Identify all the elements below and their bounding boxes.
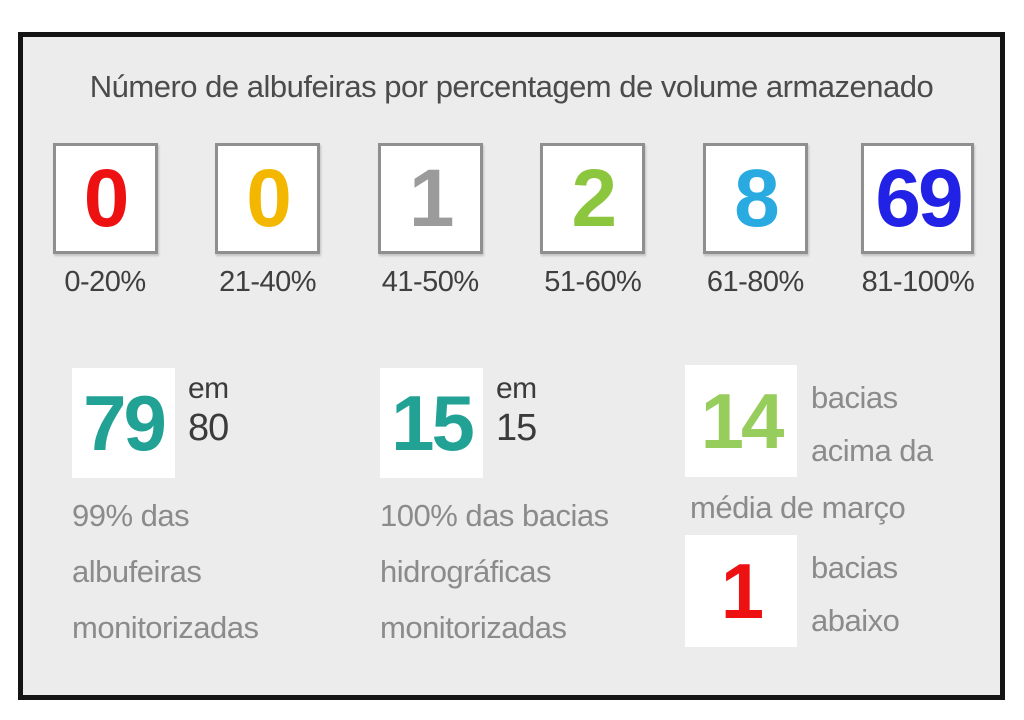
stat-basins: 15 em 15 100% das bacias hidrográficas m… <box>380 368 680 656</box>
volume-count-value: 0 <box>246 152 292 244</box>
volume-range-label: 81-100% <box>861 266 975 298</box>
volume-count-value: 1 <box>408 152 455 244</box>
basins-count-box: 15 <box>380 368 483 478</box>
basins-below-row: 1 bacias abaixo <box>685 535 985 647</box>
volume-range-label: 61-80% <box>706 266 804 298</box>
basins-below-count-box: 1 <box>685 535 797 647</box>
volume-count-value: 0 <box>83 152 130 244</box>
reservoirs-count-value: 79 <box>83 379 167 467</box>
basins-below-label: bacias abaixo <box>811 535 900 647</box>
comparison-reference-label: média de março <box>690 490 906 525</box>
basins-above-label: bacias acima da <box>811 365 933 477</box>
basins-caption: 100% das bacias hidrográficas monitoriza… <box>380 488 680 656</box>
basins-total: em 15 <box>496 368 537 478</box>
stat-basin-comparison: 14 bacias acima da média de março 1 baci… <box>685 365 985 647</box>
volume-count-box: 0 <box>215 143 321 254</box>
volume-box-group: 1 41-50% <box>370 143 490 299</box>
volume-range-label: 41-50% <box>381 266 479 298</box>
volume-box-group: 2 51-60% <box>533 143 653 299</box>
volume-count-box: 1 <box>377 143 483 254</box>
volume-count-box: 0 <box>52 143 158 254</box>
volume-range-label: 0-20% <box>64 266 146 298</box>
volume-boxes-row: 0 0-20% 0 21-40% 1 41-50% 2 51-60% 8 <box>45 143 978 299</box>
reservoirs-of-label: em <box>188 372 229 405</box>
basins-caption-line: hidrográficas <box>380 554 551 589</box>
basins-below-label-line: bacias <box>811 550 898 585</box>
basins-above-count-value: 14 <box>700 377 785 465</box>
reservoirs-caption-line: albufeiras <box>72 554 202 589</box>
reservoirs-total: em 80 <box>188 368 229 478</box>
reservoirs-count-box: 79 <box>72 368 175 478</box>
reservoirs-caption-line: monitorizadas <box>72 610 259 645</box>
basins-above-count-box: 14 <box>685 365 797 477</box>
reservoirs-total-value: 80 <box>188 407 229 449</box>
stat-reservoirs: 79 em 80 99% das albufeiras monitorizada… <box>72 368 372 656</box>
volume-range-label: 21-40% <box>219 266 317 298</box>
reservoirs-caption: 99% das albufeiras monitorizadas <box>72 488 372 656</box>
basins-caption-line: monitorizadas <box>380 610 567 645</box>
volume-count-box: 69 <box>861 143 975 254</box>
infographic-title: Número de albufeiras por percentagem de … <box>89 69 934 104</box>
volume-count-value: 69 <box>875 152 963 244</box>
infographic-panel: Número de albufeiras por percentagem de … <box>18 32 1005 700</box>
reservoirs-caption-line: 99% das <box>72 498 190 533</box>
volume-count-value: 2 <box>571 152 617 244</box>
volume-box-group: 0 21-40% <box>208 143 328 299</box>
basins-caption-line: 100% das bacias <box>380 498 609 533</box>
basins-above-label-line: acima da <box>811 433 933 468</box>
basins-count-value: 15 <box>391 379 475 467</box>
volume-count-value: 8 <box>734 152 780 244</box>
reservoirs-stat-top: 79 em 80 <box>72 368 372 478</box>
basins-above-label-line: bacias <box>811 380 898 415</box>
volume-count-box: 8 <box>702 143 808 254</box>
volume-box-group: 69 81-100% <box>858 143 978 299</box>
volume-box-group: 0 0-20% <box>45 143 165 299</box>
volume-range-label: 51-60% <box>544 266 642 298</box>
basins-of-label: em <box>496 372 537 405</box>
volume-count-box: 2 <box>540 143 646 254</box>
basins-below-count-value: 1 <box>720 547 764 635</box>
basins-above-row: 14 bacias acima da <box>685 365 985 477</box>
basins-total-value: 15 <box>496 407 537 449</box>
basins-below-label-line: abaixo <box>811 603 900 638</box>
volume-box-group: 8 61-80% <box>695 143 815 299</box>
basins-stat-top: 15 em 15 <box>380 368 680 478</box>
